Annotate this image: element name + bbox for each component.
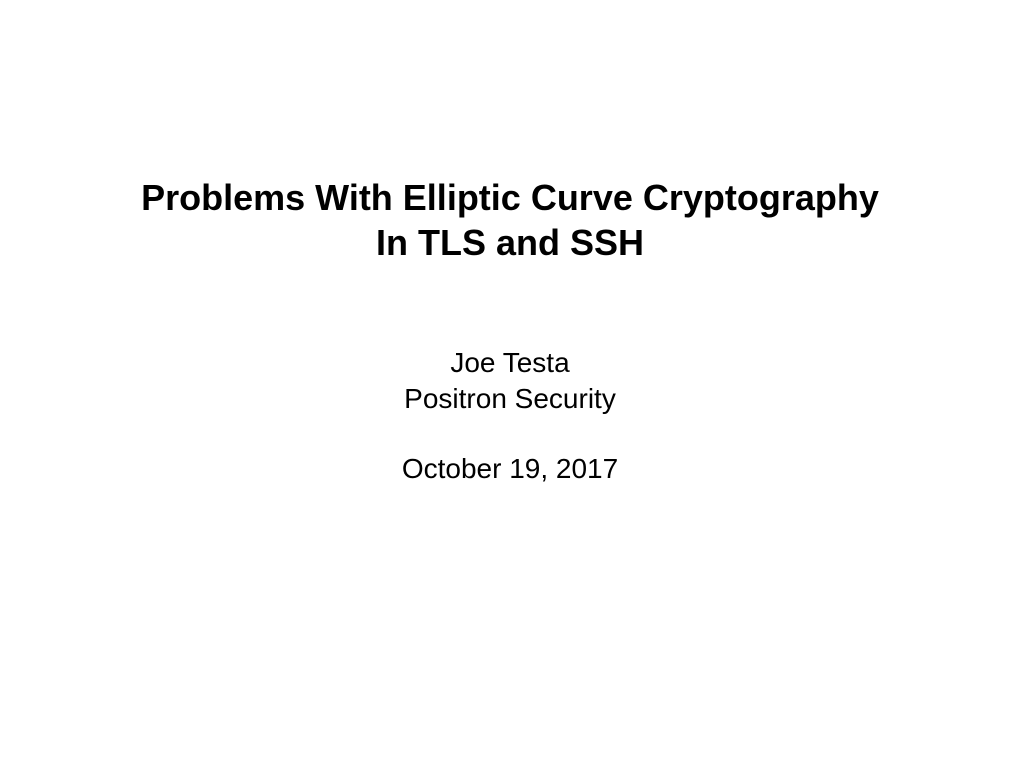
title-line-1: Problems With Elliptic Curve Cryptograph…: [141, 175, 879, 220]
slide-title: Problems With Elliptic Curve Cryptograph…: [141, 175, 879, 265]
organization-name: Positron Security: [404, 381, 616, 417]
title-line-2: In TLS and SSH: [141, 220, 879, 265]
author-block: Joe Testa Positron Security: [404, 345, 616, 418]
author-name: Joe Testa: [404, 345, 616, 381]
date-block: October 19, 2017: [402, 453, 618, 485]
presentation-date: October 19, 2017: [402, 453, 618, 485]
